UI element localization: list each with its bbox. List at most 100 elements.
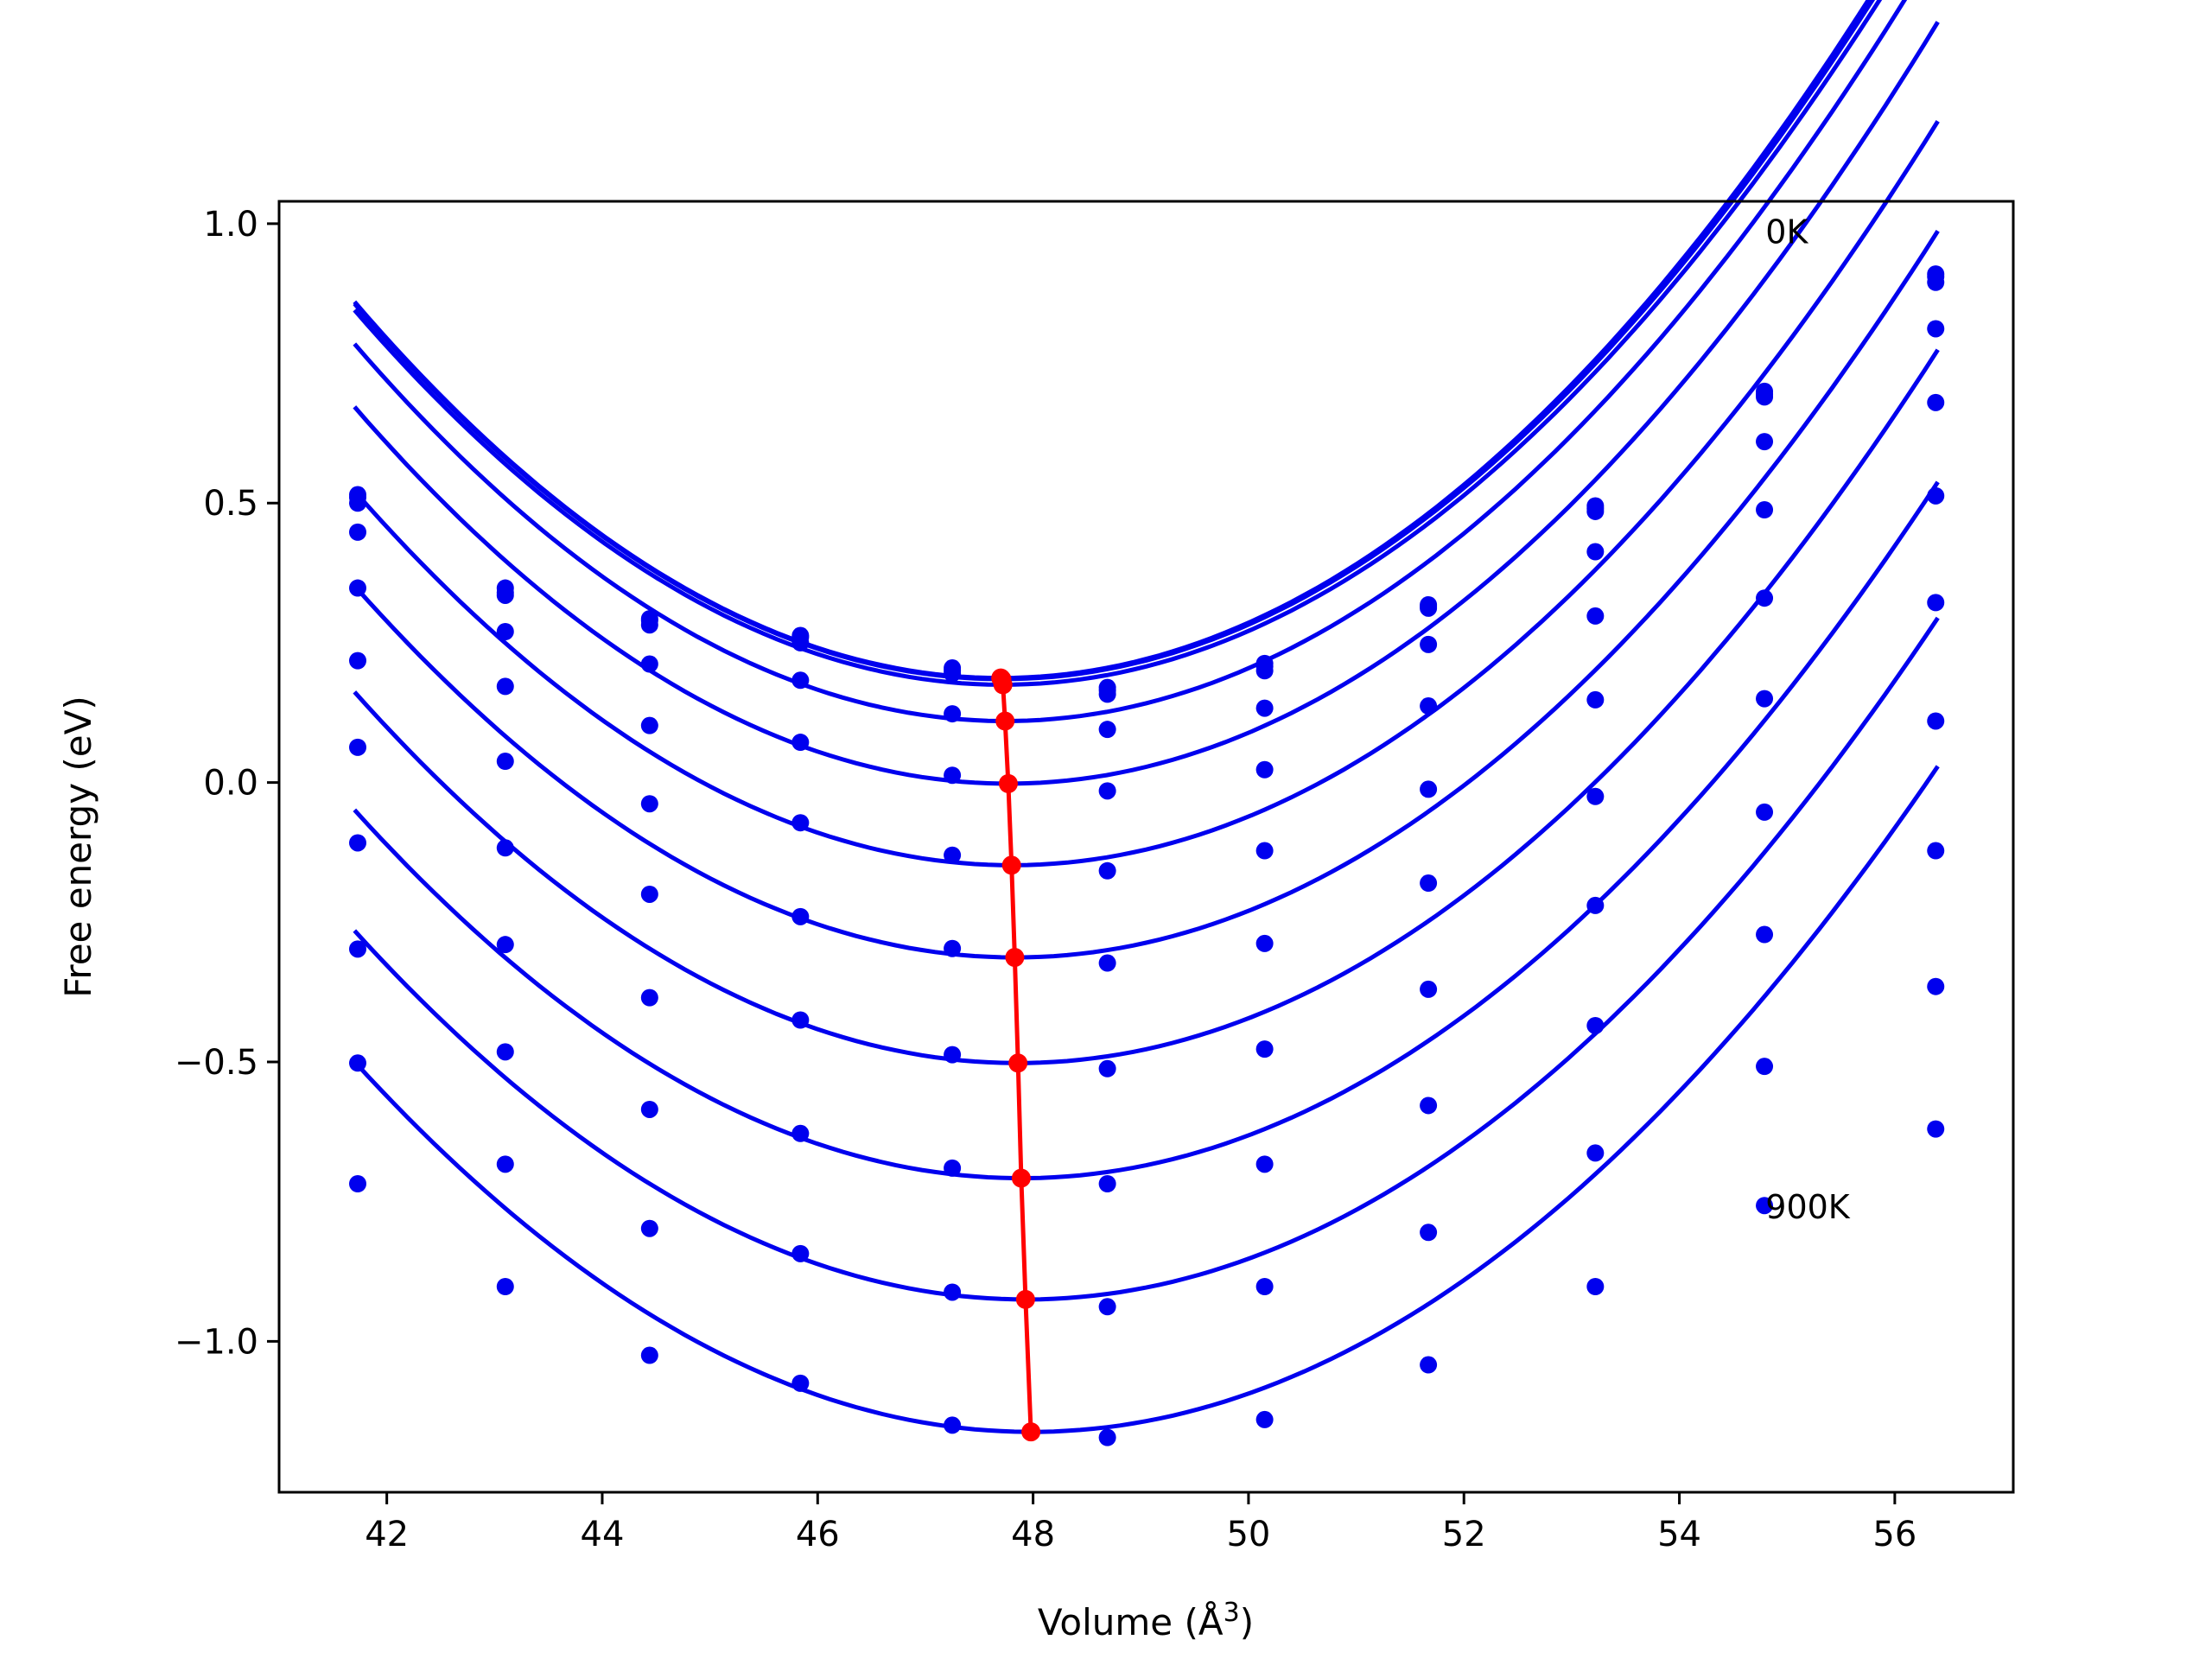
data-point <box>640 795 658 813</box>
minimum-point <box>1015 1289 1035 1309</box>
fit-curve-900K <box>353 616 1940 1302</box>
data-point <box>349 1174 367 1192</box>
minimum-point <box>1011 1168 1031 1188</box>
data-point <box>1420 697 1438 715</box>
data-point <box>1420 1096 1438 1115</box>
data-point <box>1586 1016 1605 1034</box>
data-point <box>944 1159 962 1177</box>
fitted-curves <box>353 0 1940 1434</box>
data-point <box>1420 635 1438 653</box>
data-point <box>1098 1059 1116 1077</box>
data-point <box>496 839 514 857</box>
y-tick-label: −0.5 <box>175 1043 258 1083</box>
x-tick-label: 54 <box>1657 1515 1701 1554</box>
annotation-label: 900K <box>1765 1188 1851 1226</box>
data-point <box>791 814 810 832</box>
minimum-point <box>1021 1422 1041 1442</box>
data-point <box>1586 690 1605 709</box>
y-axis-label: Free energy (eV) <box>57 696 99 998</box>
data-point <box>1420 599 1438 617</box>
data-point <box>1927 1120 1945 1138</box>
data-point <box>1927 977 1945 995</box>
data-point <box>1255 1155 1274 1173</box>
data-point <box>1927 594 1945 612</box>
data-point <box>496 586 514 604</box>
data-point <box>1255 842 1274 860</box>
data-point <box>791 671 810 690</box>
y-tick-label: 1.0 <box>203 205 258 245</box>
data-point <box>640 988 658 1007</box>
data-point <box>1927 273 1945 291</box>
data-point <box>1756 690 1774 708</box>
data-point <box>349 738 367 756</box>
data-point <box>1255 760 1274 779</box>
y-tick-label: −1.0 <box>175 1322 258 1362</box>
x-tick-label: 48 <box>1011 1515 1055 1554</box>
data-point <box>1098 1298 1116 1316</box>
x-tick-label: 42 <box>365 1515 409 1554</box>
data-point <box>640 616 658 634</box>
data-point <box>944 1416 962 1434</box>
data-point <box>496 623 514 640</box>
data-point <box>791 1374 810 1392</box>
minimum-point <box>995 711 1015 731</box>
data-point <box>349 834 367 852</box>
data-point <box>1098 782 1116 800</box>
data-point <box>1586 607 1605 625</box>
data-point <box>1756 388 1774 406</box>
data-point <box>1586 1277 1605 1295</box>
minimum-energy-path <box>991 668 1041 1442</box>
data-point <box>496 1155 514 1173</box>
minimum-point <box>1005 948 1025 968</box>
fit-curve-700K <box>353 348 1940 1065</box>
data-point <box>349 1054 367 1072</box>
fit-curve-400K <box>353 21 1940 786</box>
data-point <box>496 753 514 771</box>
data-point <box>944 939 962 957</box>
minimum-point <box>1008 1053 1028 1073</box>
data-point <box>1420 780 1438 798</box>
data-point <box>1927 712 1945 730</box>
data-point <box>944 846 962 864</box>
data-point <box>640 1219 658 1237</box>
data-point <box>640 1100 658 1118</box>
data-point <box>496 1277 514 1295</box>
x-tick-label: 50 <box>1226 1515 1270 1554</box>
data-point <box>791 633 810 652</box>
fit-curve-100K <box>353 0 1876 682</box>
data-point <box>791 1011 810 1029</box>
data-point <box>791 907 810 925</box>
x-axis-label: Volume (Å3) <box>1038 1598 1254 1643</box>
x-tick-label: 46 <box>796 1515 840 1554</box>
data-point <box>1756 925 1774 944</box>
data-point <box>349 652 367 670</box>
data-point <box>1098 861 1116 880</box>
data-point <box>1756 803 1774 821</box>
data-point <box>1586 787 1605 805</box>
data-point <box>1098 1174 1116 1192</box>
minimum-point <box>993 675 1013 695</box>
data-point <box>496 936 514 954</box>
data-point <box>1255 934 1274 952</box>
data-point <box>1255 1277 1274 1295</box>
data-point <box>349 940 367 958</box>
fit-curve-500K <box>353 119 1940 868</box>
minimum-point <box>998 773 1018 793</box>
data-point <box>1098 721 1116 739</box>
data-point <box>1586 502 1605 520</box>
data-point <box>1756 589 1774 607</box>
data-point <box>1255 1410 1274 1428</box>
data-point <box>791 1244 810 1262</box>
fit-curve-600K <box>353 229 1940 960</box>
data-point <box>944 766 962 785</box>
data-point <box>1756 1058 1774 1076</box>
data-point <box>349 494 367 512</box>
data-points <box>349 265 1945 1446</box>
data-point <box>791 1124 810 1142</box>
data-point <box>1927 320 1945 338</box>
plot-frame <box>277 200 2015 1494</box>
data-point <box>1420 1356 1438 1374</box>
fit-curve-0K <box>353 0 1872 681</box>
annotation-label: 0K <box>1765 213 1808 251</box>
data-point <box>1927 393 1945 411</box>
